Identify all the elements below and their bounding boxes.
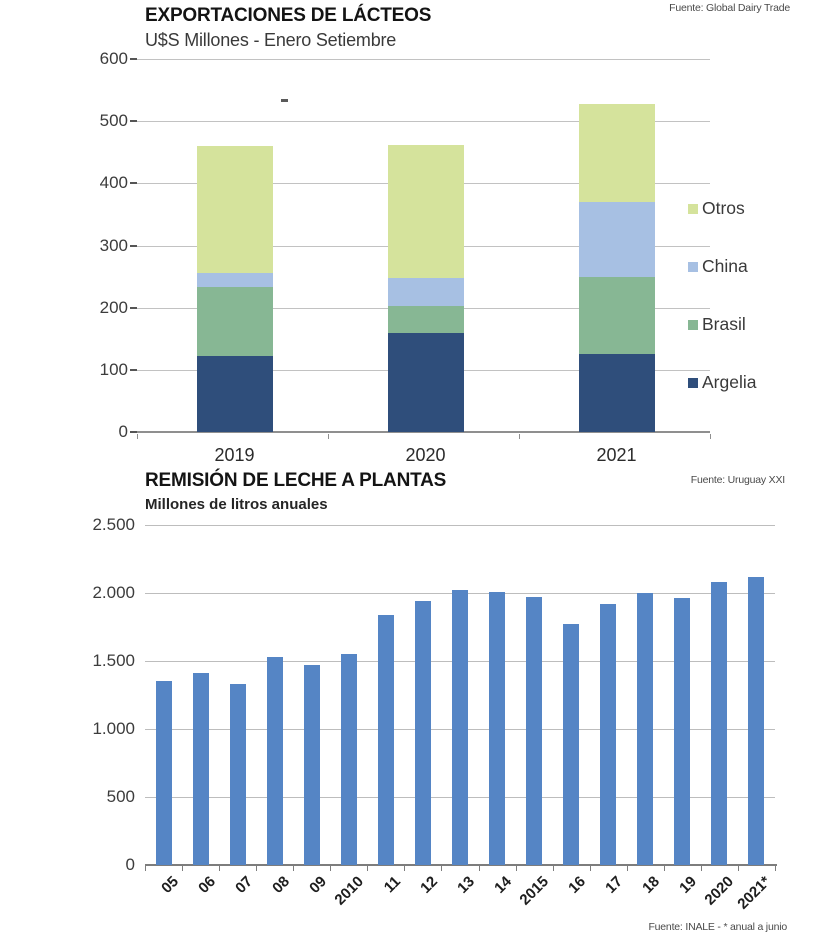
bar-14	[489, 591, 506, 865]
axis-tick	[328, 434, 329, 439]
bar-13	[452, 590, 468, 865]
y-axis-tick	[130, 120, 137, 123]
axis-tick	[441, 866, 443, 871]
bar-12	[414, 601, 431, 865]
y-tick-label: 200	[99, 297, 128, 317]
y-axis-tick	[130, 306, 137, 309]
axis-tick	[519, 434, 520, 439]
y-tick-label: 2.000	[92, 583, 135, 602]
bar-11	[377, 614, 394, 865]
axis-tick	[182, 866, 184, 871]
legend-label: Argelia	[702, 372, 757, 392]
bar-2010	[340, 654, 357, 865]
x-axis-line	[137, 431, 710, 433]
x-tick-label: 2020	[405, 445, 446, 465]
y-tick-label: 600	[99, 49, 128, 68]
bar-segment-brasil	[578, 276, 655, 354]
y-tick-label: 300	[99, 235, 128, 255]
y-tick-label: 2.500	[92, 515, 135, 534]
y-tick-label: 500	[99, 111, 128, 131]
axis-tick	[478, 866, 480, 871]
bar-segment-otros	[196, 146, 273, 274]
bar-segment-china	[387, 277, 464, 307]
axis-tick	[700, 866, 702, 871]
bar-segment-otros	[387, 144, 464, 278]
chart2-plot-area: 0 500 1.000 1.500 2.000 2.500 05 06 07 08 09 2010 11…	[0, 470, 840, 920]
legend-label: Brasil	[702, 314, 746, 334]
legend-swatch-brasil	[688, 320, 698, 330]
y-axis-tick	[130, 368, 137, 371]
chart1-title: EXPORTACIONES DE LÁCTEOS	[145, 5, 432, 26]
bar-19	[674, 598, 691, 865]
bar-segment-china	[578, 201, 655, 277]
legend-label: China	[702, 256, 748, 276]
axis-tick	[626, 866, 628, 871]
axis-tick	[737, 866, 739, 871]
y-axis-tick	[130, 182, 137, 185]
y-tick-label: 1.500	[92, 651, 135, 670]
y-tick-label: 0	[118, 422, 128, 441]
bar-05	[155, 681, 172, 865]
chart1-subtitle: U$S Millones - Enero Setiembre	[145, 30, 397, 50]
x-tick-label: 2019	[214, 445, 255, 465]
y-axis-tick	[130, 58, 137, 60]
axis-tick	[219, 866, 221, 871]
y-tick-label: 500	[106, 787, 135, 806]
axis-tick	[404, 866, 406, 871]
gridline	[145, 525, 775, 526]
bar-segment-argelia	[387, 332, 464, 432]
axis-tick	[137, 434, 138, 439]
axis-tick	[663, 866, 665, 871]
bar-segment-brasil	[196, 286, 273, 357]
y-axis-tick	[130, 431, 137, 433]
chart2-title: REMISIÓN DE LECHE A PLANTAS	[145, 470, 447, 491]
gridline	[137, 121, 710, 123]
axis-tick	[256, 866, 258, 871]
legend-label: Otros	[702, 198, 745, 218]
axis-tick	[710, 434, 711, 439]
bar-segment-argelia	[196, 356, 273, 432]
legend-swatch-china	[688, 262, 698, 272]
stray-dash-artifact	[281, 99, 288, 102]
chart1-plot-area: 0 100 200 300 400 500 600 2019 2020 2021 Otros Chin…	[0, 0, 840, 470]
chart2-subtitle: Millones de litros anuales	[145, 496, 328, 513]
legend-swatch-argelia	[688, 378, 698, 388]
bar-2020	[711, 582, 728, 865]
y-tick-label: 1.000	[92, 719, 135, 738]
bar-09	[303, 665, 320, 865]
bar-segment-otros	[578, 103, 655, 202]
bar-segment-china	[196, 273, 273, 287]
bar-segment-argelia	[578, 353, 655, 432]
chart1-source: Fuente: Global Dairy Trade	[669, 2, 790, 14]
bar-17	[600, 603, 617, 865]
y-tick-label: 400	[99, 173, 128, 193]
chart2-source: Fuente: Uruguay XXI	[690, 474, 785, 486]
y-axis-tick	[130, 244, 137, 247]
axis-tick	[515, 866, 517, 871]
axis-tick	[367, 866, 369, 871]
bar-08	[266, 656, 283, 865]
bar-06	[192, 673, 209, 865]
axis-tick	[293, 866, 295, 871]
axis-tick	[589, 866, 591, 871]
y-tick-label: 100	[99, 359, 128, 379]
gridline	[137, 59, 710, 60]
y-tick-label: 0	[125, 855, 135, 874]
bar-segment-brasil	[387, 306, 464, 333]
bar-2021	[748, 576, 765, 865]
axis-tick	[330, 866, 332, 871]
bar-18	[637, 593, 654, 865]
bar-2015	[526, 597, 543, 865]
axis-tick	[145, 866, 146, 871]
x-axis-line	[145, 864, 777, 866]
legend-swatch-otros	[688, 204, 698, 214]
axis-tick	[775, 866, 776, 871]
chart2-footnote: Fuente: INALE - * anual a junio	[648, 921, 787, 933]
x-tick-label: 2021	[596, 445, 637, 465]
bar-16	[563, 624, 580, 865]
bar-07	[229, 684, 246, 865]
axis-tick	[552, 866, 554, 871]
